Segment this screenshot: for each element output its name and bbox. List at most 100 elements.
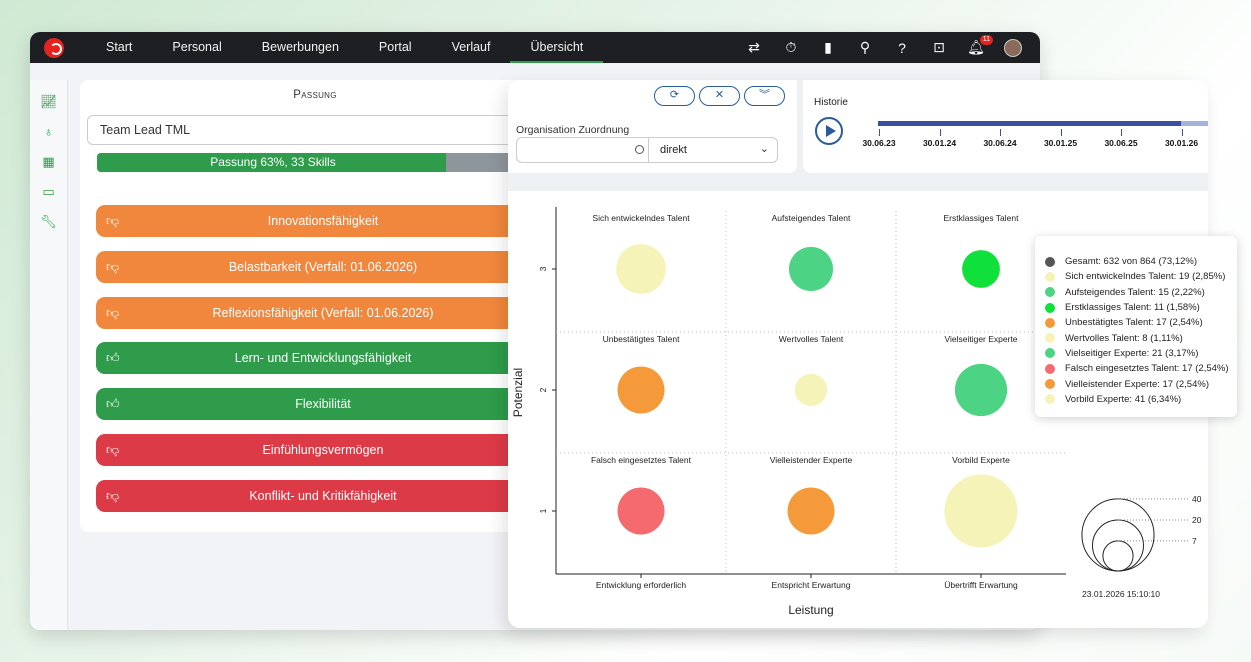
cell-label: Wertvolles Talent xyxy=(779,334,844,344)
nav-portal[interactable]: Portal xyxy=(378,40,412,54)
org-select[interactable]: direkt ⌄ xyxy=(516,137,778,163)
wrench-icon[interactable]: 🔧︎ xyxy=(40,214,57,229)
chart-line-icon[interactable]: 📈︎ xyxy=(40,94,57,109)
skill-label: Konflikt- und Kritikfähigkeit xyxy=(249,488,397,503)
timeline-tick-label: 30.01.25 xyxy=(1043,138,1078,148)
bubble[interactable] xyxy=(787,487,835,535)
y-tick-label: 1 xyxy=(538,508,548,513)
legend-label: Aufsteigendes Talent: 15 (2,22%) xyxy=(1065,286,1205,298)
legend-entry[interactable]: Aufsteigendes Talent: 15 (2,22%) xyxy=(1045,285,1237,300)
legend-entry[interactable]: Unbestätigtes Talent: 17 (2,54%) xyxy=(1045,315,1237,330)
skill-row[interactable]: 👍︎ Flexibilität xyxy=(96,388,550,421)
chart-timestamp: 23.01.2026 15:10:10 xyxy=(1082,589,1160,599)
nav-start[interactable]: Start xyxy=(106,40,133,54)
close-button[interactable]: ✕ xyxy=(699,86,740,106)
cell-label: Unbestätigtes Talent xyxy=(603,334,681,344)
timeline-tick xyxy=(1000,129,1001,136)
legend-swatch xyxy=(1045,394,1055,405)
timeline-tick-label: 30.01.24 xyxy=(922,138,957,148)
x-tick-label: Entspricht Erwartung xyxy=(772,580,851,590)
monitor-icon[interactable]: ▭ xyxy=(42,184,55,199)
expand-button[interactable]: ︾ xyxy=(744,86,785,106)
x-tick-label: Übertrifft Erwartung xyxy=(944,580,1018,590)
skill-row[interactable]: 👎︎ Reflexionsfähigkeit (Verfall: 01.06.20… xyxy=(96,296,550,329)
legend-entry[interactable]: Vorbild Experte: 41 (6,34%) xyxy=(1045,392,1237,407)
skill-label: Lern- und Entwicklungsfähigkeit xyxy=(234,351,412,366)
refresh-button[interactable]: ⟳ xyxy=(654,86,695,106)
cell-label: Erstklassiges Talent xyxy=(944,213,1020,223)
timeline-tick-label: 30.06.25 xyxy=(1104,138,1138,148)
skill-row[interactable]: 👎︎ Konflikt- und Kritikfähigkeit xyxy=(96,479,550,512)
bubble[interactable] xyxy=(617,366,665,414)
legend-label: Gesamt: 632 von 864 (73,12%) xyxy=(1065,256,1198,268)
bot-icon[interactable]: ⊡ xyxy=(933,39,945,55)
close-icon: ✕ xyxy=(714,89,725,101)
bubble[interactable] xyxy=(944,474,1018,548)
timeline-tick xyxy=(1121,129,1122,136)
legend-entry[interactable]: Wertvolles Talent: 8 (1,11%) xyxy=(1045,330,1237,345)
legend-entry[interactable]: Falsch eingesetztes Talent: 17 (2,54%) xyxy=(1045,361,1237,376)
legend-entry[interactable]: Vielleistender Experte: 17 (2,54%) xyxy=(1045,376,1237,391)
timeline-tick-label: 30.06.23 xyxy=(862,138,896,148)
historie-label: Historie xyxy=(814,97,848,108)
bubble[interactable] xyxy=(794,373,828,407)
role-input[interactable]: Team Lead TML xyxy=(87,115,550,145)
cell-label: Vorbild Experte xyxy=(952,455,1010,465)
legend-swatch xyxy=(1045,333,1055,344)
bubble[interactable] xyxy=(788,246,834,292)
bubble[interactable] xyxy=(616,244,666,294)
timeline-track[interactable] xyxy=(878,121,1208,126)
top-navigation: Start Personal Bewerbungen Portal Verlau… xyxy=(30,32,1040,63)
play-button[interactable] xyxy=(815,117,843,145)
skill-label: Innovationsfähigkeit xyxy=(267,214,379,228)
y-axis-label: Potenzial xyxy=(511,368,525,417)
refresh-icon: ⟳ xyxy=(669,89,680,101)
bubble[interactable] xyxy=(954,363,1008,417)
bell-icon[interactable]: 🔔︎ 11 xyxy=(967,35,993,56)
notification-badge: 11 xyxy=(979,35,993,45)
avatar[interactable] xyxy=(1004,38,1022,57)
x-tick-label: Entwicklung erforderlich xyxy=(596,580,687,590)
search-icon[interactable]: ⚲ xyxy=(859,39,871,55)
timeline-tick xyxy=(879,129,880,136)
bag-icon[interactable]: ♁ xyxy=(43,124,54,139)
legend-entry[interactable]: Vielseitiger Experte: 21 (3,17%) xyxy=(1045,346,1237,361)
swap-icon[interactable]: ⇄ xyxy=(748,39,760,55)
bubble[interactable] xyxy=(617,487,665,535)
skill-row[interactable]: 👎︎ Innovationsfähigkeit xyxy=(96,205,550,237)
legend-entry[interactable]: Sich entwickelndes Talent: 19 (2,85%) xyxy=(1045,269,1237,284)
nav-uebersicht[interactable]: Übersicht xyxy=(510,32,604,63)
stopwatch-icon[interactable]: ⏱ xyxy=(785,39,797,55)
legend-swatch xyxy=(1045,271,1055,282)
legend-label: Vielseitiger Experte: 21 (3,17%) xyxy=(1065,347,1199,359)
nav-verlauf[interactable]: Verlauf xyxy=(451,40,491,54)
skill-label: Flexibilität xyxy=(295,397,351,412)
calendar-icon[interactable]: ▦ xyxy=(42,154,55,169)
passung-card: Passung Team Lead TML Passung 63%, 33 Sk… xyxy=(80,80,550,532)
bubble[interactable] xyxy=(962,250,1000,288)
talent-bubble-chart: Entwicklung erforderlich Entspricht Erwar… xyxy=(511,207,1202,617)
nav-bewerbungen[interactable]: Bewerbungen xyxy=(261,40,339,54)
skill-row[interactable]: 👎︎ Einfühlungsvermögen xyxy=(96,434,550,466)
legend-entry[interactable]: Gesamt: 632 von 864 (73,12%) xyxy=(1045,254,1237,269)
help-icon[interactable]: ? xyxy=(898,39,906,56)
skill-label: Belastbarkeit (Verfall: 01.06.2026) xyxy=(228,259,418,274)
legend-entry[interactable]: Erstklassiges Talent: 11 (1,58%) xyxy=(1045,300,1237,315)
legend-label: Sich entwickelndes Talent: 19 (2,85%) xyxy=(1065,271,1226,283)
bookmark-icon[interactable]: ▮ xyxy=(824,39,832,55)
chevron-down-icon[interactable]: ⌄ xyxy=(759,143,769,155)
timeline-tick xyxy=(1181,129,1183,136)
skill-row[interactable]: 👍︎ Lern- und Entwicklungsfähigkeit xyxy=(96,342,550,375)
circle-icon[interactable] xyxy=(635,145,644,154)
app-logo[interactable] xyxy=(44,37,64,58)
thumb-up-icon: 👍︎ xyxy=(106,396,120,412)
nav-personal[interactable]: Personal xyxy=(172,40,222,54)
legend-swatch xyxy=(1045,363,1055,374)
passung-title: Passung xyxy=(293,89,337,101)
legend-swatch xyxy=(1045,256,1055,267)
timeline-tick xyxy=(939,129,941,136)
y-tick-label: 3 xyxy=(538,266,548,271)
size-legend-value: 20 xyxy=(1192,515,1202,525)
size-legend-value: 7 xyxy=(1192,536,1197,546)
skill-row[interactable]: 👎︎ Belastbarkeit (Verfall: 01.06.2026) xyxy=(96,250,550,283)
